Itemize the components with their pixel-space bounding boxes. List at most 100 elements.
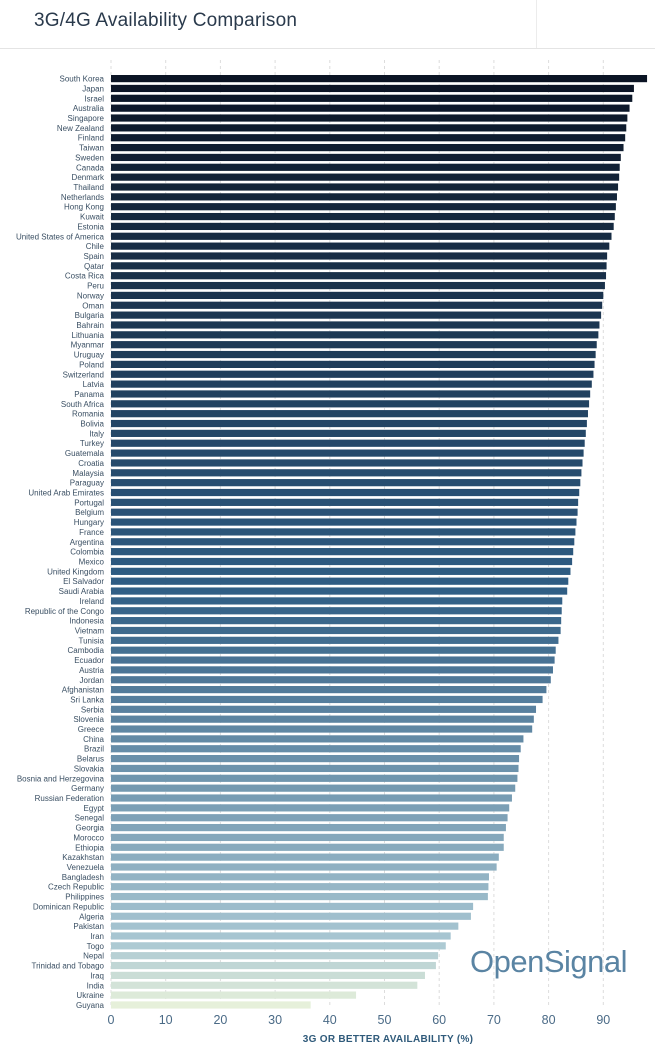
category-label: Italy (89, 429, 104, 438)
category-label: Guyana (76, 1001, 105, 1010)
category-label: Greece (78, 725, 105, 734)
category-label: Morocco (73, 833, 104, 842)
category-label: United Kingdom (47, 567, 104, 576)
bar-hong-kong (111, 203, 616, 211)
bar-bosnia-and-herzegovina (111, 774, 518, 782)
chart-category-labels: South KoreaJapanIsraelAustraliaSingapore… (16, 75, 105, 1010)
category-label: Vietnam (75, 626, 105, 635)
category-label: China (83, 735, 104, 744)
bar-australia (111, 104, 630, 112)
category-label: Bulgaria (75, 311, 105, 320)
category-label: Peru (87, 282, 104, 291)
bar-taiwan (111, 143, 624, 152)
category-label: New Zealand (57, 124, 104, 133)
bar-romania (111, 410, 588, 418)
bar-iraq (111, 971, 425, 980)
category-label: Sweden (75, 153, 104, 162)
chart-bars (111, 75, 648, 1009)
bar-qatar (111, 262, 607, 270)
category-label: Lithuania (72, 331, 105, 340)
x-axis-label: 3G OR BETTER AVAILABILITY (%) (303, 1034, 474, 1045)
bar-france (111, 528, 576, 536)
bar-dominican-republic (111, 902, 474, 911)
bar-poland (111, 360, 595, 368)
category-label: Ukraine (76, 991, 104, 1000)
bar-bangladesh (111, 873, 489, 881)
bar-trinidad-and-tobago (111, 961, 436, 970)
category-label: Russian Federation (35, 794, 104, 803)
bar-spain (111, 252, 608, 260)
category-label: Indonesia (69, 617, 104, 626)
category-label: Kazakhstan (62, 853, 104, 862)
category-label: Mexico (79, 557, 105, 566)
bar-russian-federation (111, 794, 512, 802)
bar-czech-republic (111, 883, 489, 891)
bar-serbia (111, 705, 537, 713)
category-label: Jordan (80, 676, 104, 685)
category-label: Pakistan (73, 922, 104, 931)
bar-slovakia (111, 764, 519, 773)
bar-togo (111, 942, 446, 950)
category-label: Qatar (84, 262, 104, 271)
category-label: Thailand (73, 183, 104, 192)
category-label: Bangladesh (62, 873, 104, 882)
category-label: Guatemala (65, 449, 105, 458)
category-label: Cambodia (68, 646, 105, 655)
bar-bahrain (111, 321, 600, 329)
bar-paraguay (111, 479, 581, 487)
category-label: Estonia (77, 222, 104, 231)
category-label: Malaysia (72, 469, 104, 478)
bar-indonesia (111, 617, 562, 625)
category-label: Bahrain (76, 321, 104, 330)
bar-kazakhstan (111, 853, 499, 861)
category-label: Venezuela (67, 863, 105, 872)
bar-iran (111, 932, 451, 940)
category-label: Argentina (70, 538, 105, 547)
bar-croatia (111, 459, 583, 467)
bar-egypt (111, 804, 510, 812)
bar-norway (111, 291, 604, 300)
bar-sri-lanka (111, 695, 543, 704)
category-label: Ireland (80, 597, 104, 606)
bar-south-korea (111, 75, 648, 83)
bar-argentina (111, 538, 575, 546)
bar-switzerland (111, 370, 594, 378)
bar-bolivia (111, 419, 587, 428)
category-label: Austria (79, 666, 104, 675)
bar-finland (111, 134, 626, 142)
bar-philippines (111, 892, 488, 901)
category-label: Algeria (79, 912, 104, 921)
category-label: El Salvador (63, 577, 104, 586)
bar-estonia (111, 222, 614, 231)
category-label: Romania (72, 410, 105, 419)
category-label: Myanmar (71, 341, 105, 350)
bar-hungary (111, 518, 577, 526)
bar-myanmar (111, 341, 597, 349)
x-tick-label: 20 (213, 1013, 227, 1027)
category-label: Afghanistan (62, 686, 104, 695)
bar-lithuania (111, 331, 599, 339)
bar-guyana (111, 1001, 311, 1009)
category-label: Iraq (90, 971, 104, 980)
bar-germany (111, 784, 516, 792)
category-label: India (87, 981, 105, 990)
bar-el-salvador (111, 577, 569, 585)
bar-afghanistan (111, 686, 547, 694)
category-label: Dominican Republic (33, 902, 104, 911)
bar-morocco (111, 833, 504, 842)
category-label: United Arab Emirates (28, 489, 104, 498)
bar-ukraine (111, 991, 357, 999)
category-label: Belarus (77, 755, 104, 764)
bar-portugal (111, 498, 579, 506)
bar-saudi-arabia (111, 587, 568, 595)
x-tick-label: 40 (323, 1013, 337, 1027)
category-label: South Africa (61, 400, 105, 409)
chart-x-ticks: 0 10 20 30 40 50 60 70 80 90 (108, 1013, 611, 1027)
category-label: Saudi Arabia (59, 587, 105, 596)
bar-sweden (111, 153, 621, 162)
category-label: Croatia (78, 459, 104, 468)
x-tick-label: 90 (596, 1013, 610, 1027)
category-label: Belgium (75, 508, 104, 517)
category-label: Japan (82, 84, 104, 93)
bar-south-africa (111, 400, 590, 408)
